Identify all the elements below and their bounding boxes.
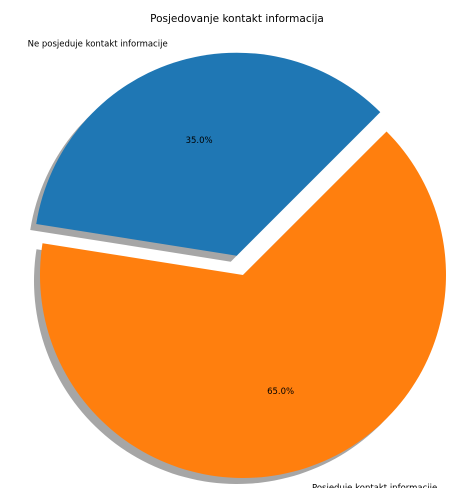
pie-labels: 35.0% Ne posjeduje kontakt informacije 65.… — [28, 39, 438, 488]
slice-percent-label: 35.0% — [186, 136, 213, 146]
chart-title: Posjedovanje kontakt informacija — [150, 13, 324, 25]
slice-category-label: Ne posjeduje kontakt informacije — [28, 39, 168, 49]
slice-category-label: Posjeduje kontakt informacije — [312, 483, 437, 488]
pie-slice — [39, 131, 446, 479]
pie-slice — [36, 52, 381, 256]
pie-slices — [36, 52, 446, 479]
slice-percent-label: 65.0% — [267, 387, 294, 397]
